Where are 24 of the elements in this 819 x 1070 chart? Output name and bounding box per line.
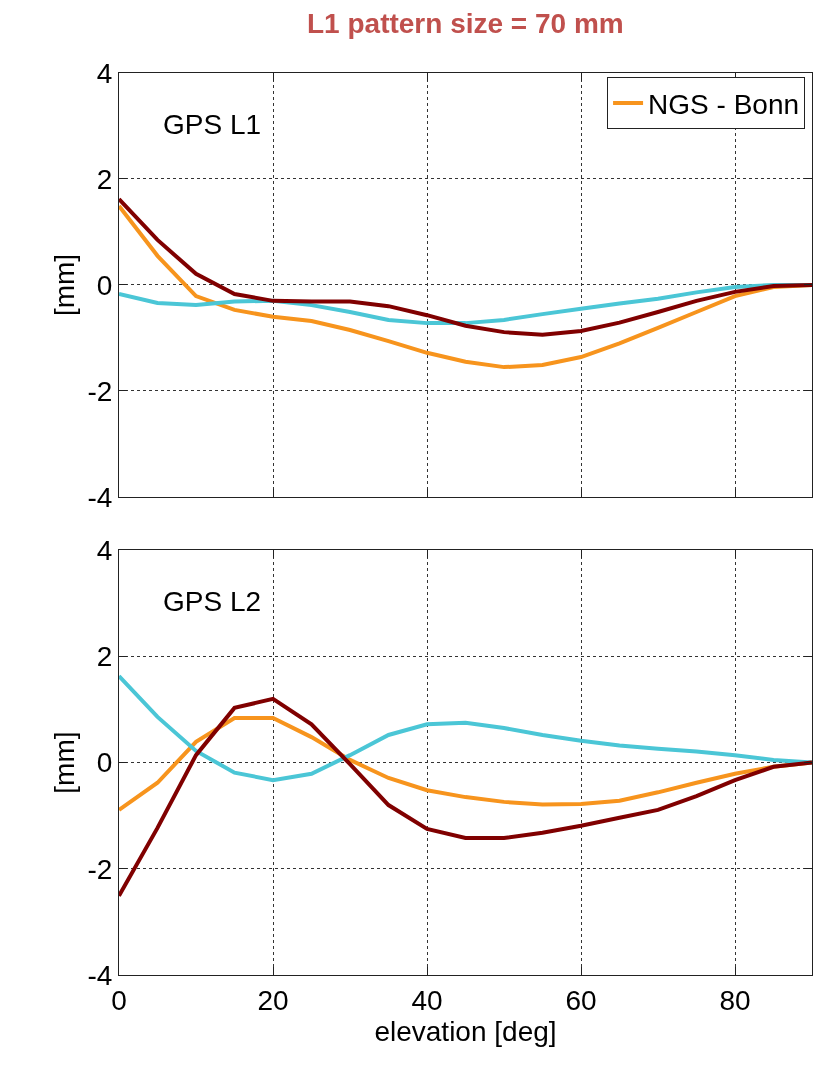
y-tick-label: 4 bbox=[96, 57, 113, 89]
legend-label: NGS - Bonn bbox=[648, 88, 800, 120]
y-tick-label: 0 bbox=[96, 747, 113, 779]
line-series bbox=[119, 674, 812, 783]
line-series bbox=[119, 197, 812, 337]
x-tick-label: 60 bbox=[565, 984, 597, 1016]
y-tick-label: -2 bbox=[87, 375, 113, 407]
y-axis-title: [mm] bbox=[49, 731, 81, 794]
annotation: GPS L1 bbox=[163, 109, 262, 140]
y-tick-label: 2 bbox=[96, 641, 113, 673]
y-axis-title: [mm] bbox=[49, 253, 81, 317]
x-axis-title: elevation [deg] bbox=[374, 1015, 557, 1047]
y-tick-label: -4 bbox=[87, 481, 113, 513]
line-series bbox=[119, 696, 812, 898]
y-tick-label: -2 bbox=[87, 853, 113, 885]
chart-title: L1 pattern size = 70 mm bbox=[307, 8, 624, 39]
y-tick-label: -4 bbox=[87, 959, 113, 991]
y-tick-label: 4 bbox=[96, 534, 113, 566]
y-tick-label: 2 bbox=[96, 163, 113, 195]
x-tick-label: 20 bbox=[257, 984, 289, 1016]
annotation: GPS L2 bbox=[163, 586, 262, 617]
x-tick-label: 80 bbox=[719, 984, 751, 1016]
x-tick-label: 40 bbox=[411, 984, 443, 1016]
y-tick-label: 0 bbox=[96, 269, 113, 301]
